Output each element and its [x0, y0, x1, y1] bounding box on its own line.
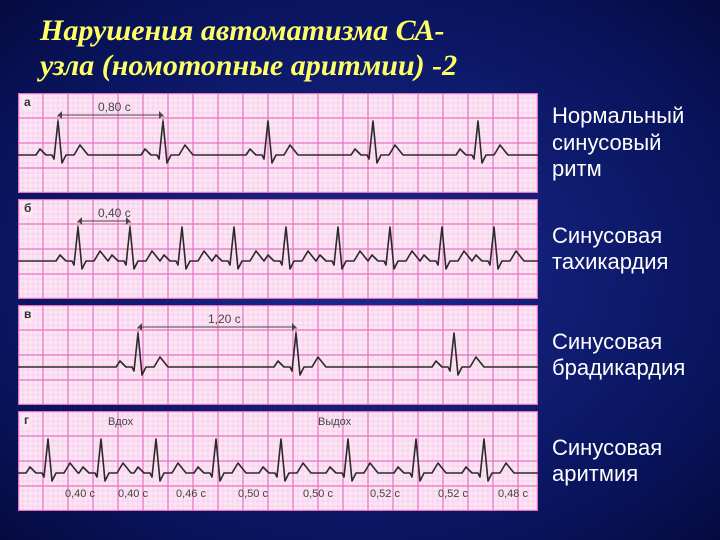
ecg-row: 1,20 с в Синусовая брадикардия	[18, 305, 702, 405]
ecg-strip: Вдох Выдох 0,40 с 0,40 с 0,46 с 0,50 с 0,50 с 0…	[18, 411, 538, 511]
ecg-strip: 0,40 с б	[18, 199, 538, 299]
strip-index-label: б	[22, 201, 33, 215]
ecg-svg: 1,20 с	[18, 305, 538, 405]
strip-index-label: а	[22, 95, 33, 109]
ecg-strip: 1,20 с в	[18, 305, 538, 405]
svg-text:1,20 с: 1,20 с	[208, 312, 241, 326]
svg-text:0,52 с: 0,52 с	[370, 488, 400, 500]
ecg-rows: 0,80 с а Нормальный синусовый ритм 0,40 с б С…	[0, 93, 720, 511]
ecg-svg: Вдох Выдох 0,40 с 0,40 с 0,46 с 0,50 с 0,50 с 0…	[18, 411, 538, 511]
strip-caption: Синусовая тахикардия	[538, 223, 702, 276]
ecg-strip: 0,80 с а	[18, 93, 538, 193]
svg-text:0,40 с: 0,40 с	[98, 206, 131, 220]
strip-caption: Синусовая брадикардия	[538, 329, 702, 382]
svg-text:0,80 с: 0,80 с	[98, 100, 131, 114]
strip-caption: Синусовая аритмия	[538, 435, 702, 488]
ecg-svg: 0,40 с	[18, 199, 538, 299]
svg-text:0,40 с: 0,40 с	[118, 488, 148, 500]
slide-title: Нарушения автоматизма СА- узла (номотопн…	[0, 0, 720, 93]
strip-index-label: г	[22, 413, 31, 427]
svg-text:Выдох: Выдох	[318, 416, 352, 428]
title-line-1: Нарушения автоматизма СА-	[40, 14, 445, 47]
strip-caption: Нормальный синусовый ритм	[538, 103, 702, 182]
svg-text:0,52 с: 0,52 с	[438, 488, 468, 500]
slide: Нарушения автоматизма СА- узла (номотопн…	[0, 0, 720, 540]
svg-text:0,50 с: 0,50 с	[303, 488, 333, 500]
svg-text:0,48 с: 0,48 с	[498, 488, 528, 500]
title-line-2: узла (номотопные аритмии) -2	[40, 49, 457, 82]
strip-index-label: в	[22, 307, 33, 321]
svg-text:0,46 с: 0,46 с	[176, 488, 206, 500]
svg-text:Вдох: Вдох	[108, 416, 134, 428]
ecg-row: Вдох Выдох 0,40 с 0,40 с 0,46 с 0,50 с 0,50 с 0…	[18, 411, 702, 511]
ecg-svg: 0,80 с	[18, 93, 538, 193]
ecg-row: 0,80 с а Нормальный синусовый ритм	[18, 93, 702, 193]
svg-text:0,40 с: 0,40 с	[65, 488, 95, 500]
svg-text:0,50 с: 0,50 с	[238, 488, 268, 500]
ecg-row: 0,40 с б Синусовая тахикардия	[18, 199, 702, 299]
